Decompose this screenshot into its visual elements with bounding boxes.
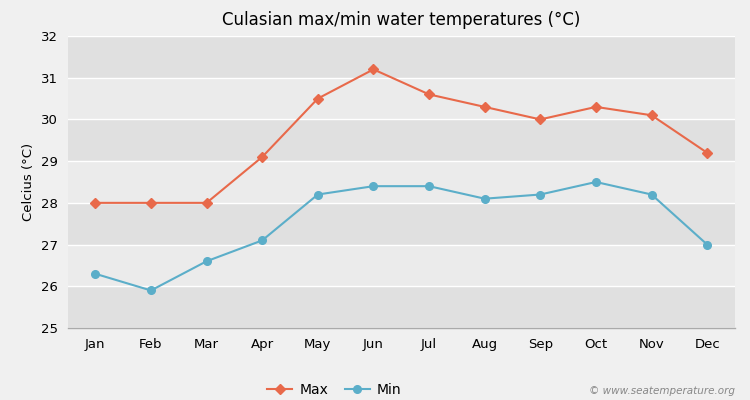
Title: Culasian max/min water temperatures (°C): Culasian max/min water temperatures (°C) bbox=[222, 11, 580, 29]
Bar bbox=[68, 203, 735, 244]
Legend: Max, Min: Max, Min bbox=[262, 378, 407, 400]
Text: © www.seatemperature.org: © www.seatemperature.org bbox=[589, 386, 735, 396]
Bar bbox=[68, 286, 735, 328]
Y-axis label: Celcius (°C): Celcius (°C) bbox=[22, 143, 35, 221]
Bar bbox=[68, 78, 735, 120]
Bar bbox=[68, 36, 735, 78]
Bar bbox=[68, 120, 735, 161]
Bar bbox=[68, 244, 735, 286]
Bar bbox=[68, 161, 735, 203]
